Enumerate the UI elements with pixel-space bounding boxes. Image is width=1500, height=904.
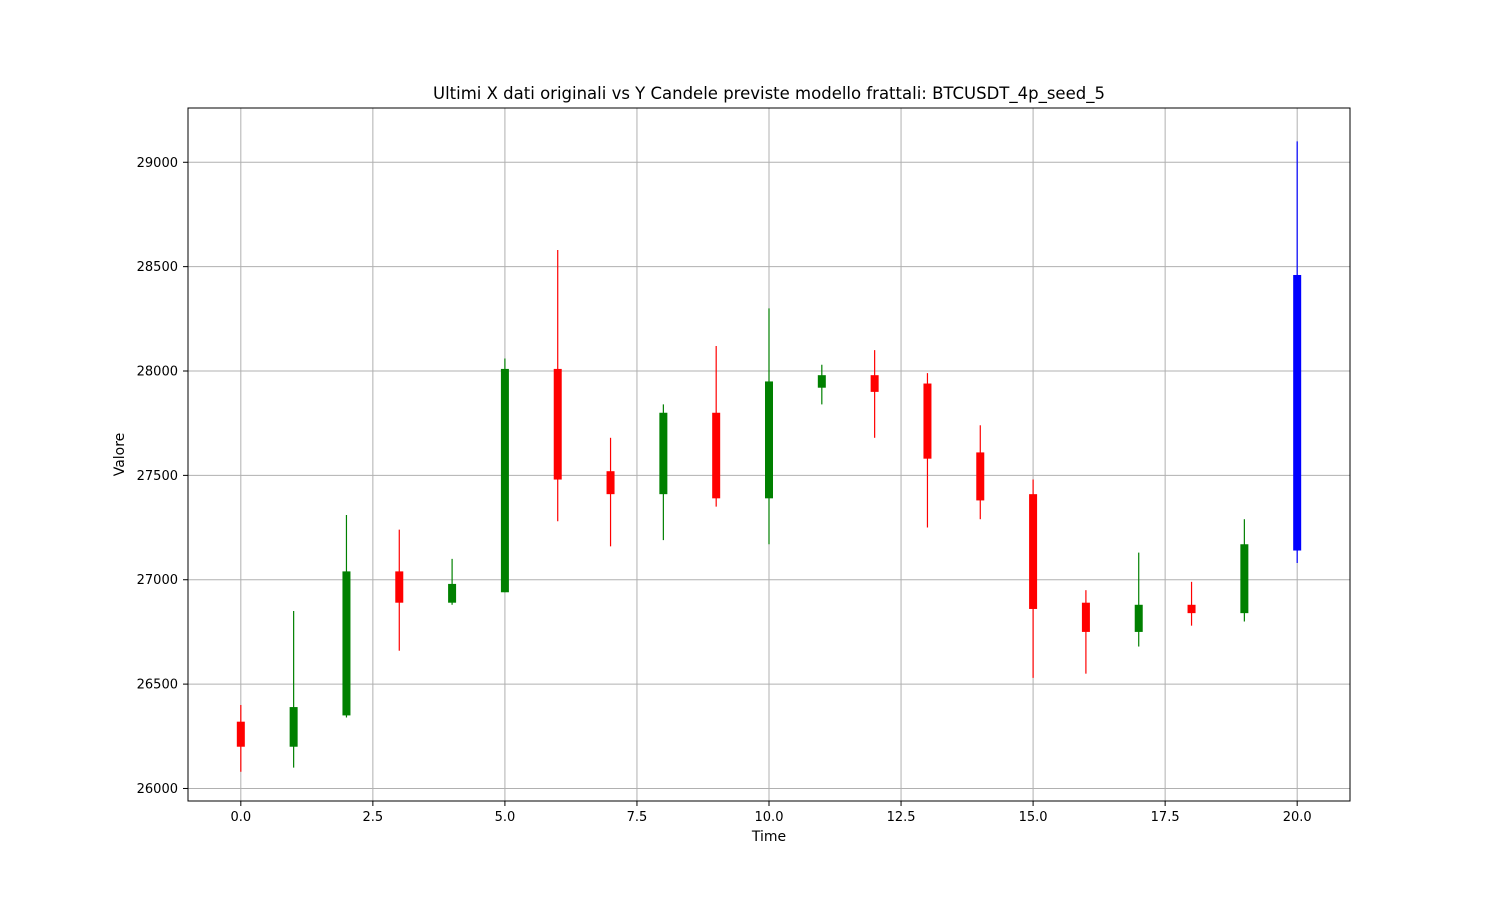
candle-body [1081, 602, 1090, 632]
x-tick-label: 2.5 [363, 810, 384, 825]
candle-20-predicted [1293, 141, 1302, 564]
candle-15-down [1029, 479, 1038, 678]
candle-7-down [606, 437, 615, 547]
candle-body [395, 571, 404, 603]
candle-body [500, 368, 509, 593]
candle-body [236, 721, 245, 747]
candle-18-down [1187, 581, 1196, 626]
x-tick-label: 17.5 [1151, 810, 1180, 825]
candle-body [553, 368, 562, 480]
x-tick-label: 5.0 [495, 810, 516, 825]
x-tick-label: 10.0 [755, 810, 784, 825]
candle-10-up [765, 308, 773, 545]
candle-0-down [236, 704, 245, 772]
y-tick-label: 26500 [137, 678, 178, 693]
candles [236, 141, 1302, 772]
y-tick-label: 28000 [137, 365, 178, 380]
candle-8-up [659, 404, 668, 541]
candle-5-up [500, 358, 509, 593]
x-tick-label: 12.5 [887, 810, 916, 825]
candle-body [606, 471, 615, 495]
candle-body [1029, 494, 1038, 609]
candle-body [448, 583, 457, 603]
candle-12-down [870, 350, 879, 438]
x-tick-label: 20.0 [1283, 810, 1312, 825]
candle-4-up [448, 558, 457, 605]
y-axis-label: Valore [112, 433, 128, 477]
candle-body [1240, 544, 1249, 614]
x-tick-label: 15.0 [1019, 810, 1048, 825]
candle-body [923, 383, 932, 459]
candle-17-up [1134, 552, 1143, 647]
candle-6-down [553, 249, 562, 522]
candle-9-down [712, 345, 721, 507]
candle-2-up [342, 515, 351, 718]
candle-19-up [1240, 519, 1249, 622]
axis-ticks: 0.0 2.5 5.0 7.5 10.0 12.5 15.0 17.5 20.0 26000 265… [137, 156, 1312, 825]
candle-body [1293, 274, 1302, 551]
candle-body [870, 375, 879, 392]
candle-body [1134, 604, 1143, 632]
candle-13-down [923, 373, 932, 528]
candle-body [1187, 604, 1196, 614]
candle-body [976, 452, 985, 501]
candle-14-down [976, 425, 985, 520]
x-tick-label: 7.5 [627, 810, 648, 825]
x-axis-label: Time [751, 829, 786, 845]
candle-body [712, 412, 721, 499]
y-tick-label: 27000 [137, 573, 178, 588]
y-tick-label: 28500 [137, 260, 178, 275]
candle-body [817, 375, 826, 388]
chart-title: Ultimi X dati originali vs Y Candele pre… [433, 84, 1105, 104]
candle-body [342, 571, 351, 716]
candle-body [659, 412, 668, 495]
candle-3-down [395, 529, 404, 651]
candle-11-up [817, 364, 826, 405]
y-tick-label: 29000 [137, 156, 178, 171]
y-tick-label: 26000 [137, 782, 178, 797]
candle-body [289, 707, 298, 747]
y-tick-label: 27500 [137, 469, 178, 484]
candle-body [765, 381, 773, 499]
candle-1-up [289, 611, 298, 768]
candle-16-down [1081, 590, 1090, 674]
x-tick-label: 0.0 [230, 810, 251, 825]
